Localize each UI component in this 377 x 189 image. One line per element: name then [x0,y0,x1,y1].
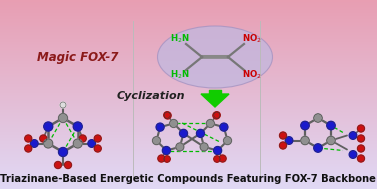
Circle shape [40,135,47,142]
Circle shape [224,137,231,145]
Circle shape [79,135,86,142]
Circle shape [73,139,82,148]
Circle shape [301,136,309,145]
Polygon shape [201,94,229,107]
Circle shape [88,140,95,147]
Circle shape [44,122,53,131]
Text: H$_2$N: H$_2$N [170,33,190,45]
Circle shape [327,121,335,130]
Circle shape [164,112,170,118]
Circle shape [179,129,187,137]
Circle shape [314,144,322,152]
Circle shape [357,145,365,152]
Circle shape [176,143,184,151]
Text: Cyclization: Cyclization [116,91,185,101]
Circle shape [156,123,164,131]
Circle shape [349,151,357,158]
Ellipse shape [158,26,273,88]
Circle shape [44,139,53,148]
Circle shape [60,102,66,108]
Circle shape [214,156,220,162]
Text: Magic FOX-7: Magic FOX-7 [37,50,119,64]
Text: H$_2$N: H$_2$N [170,69,190,81]
Circle shape [58,147,67,156]
Circle shape [214,146,222,155]
Circle shape [219,155,226,162]
Circle shape [327,136,335,145]
Circle shape [170,119,178,127]
Circle shape [213,112,220,119]
Circle shape [64,161,72,169]
Circle shape [301,121,309,130]
Circle shape [162,146,170,155]
Circle shape [357,135,365,142]
Circle shape [31,140,38,147]
Circle shape [164,156,170,162]
Circle shape [285,137,293,144]
Circle shape [357,125,365,132]
Circle shape [152,137,161,145]
Circle shape [279,132,287,139]
Text: NO$_2$: NO$_2$ [242,69,262,81]
Circle shape [214,112,220,118]
Circle shape [164,112,171,119]
Circle shape [206,119,215,127]
Circle shape [94,135,101,142]
Circle shape [220,123,228,131]
Circle shape [55,161,61,169]
Circle shape [73,122,82,131]
Circle shape [158,155,165,162]
Circle shape [357,155,365,162]
Circle shape [196,129,204,137]
Circle shape [25,145,32,152]
Circle shape [314,114,322,122]
Text: NO$_2$: NO$_2$ [242,33,262,45]
Text: Triazinane-Based Energetic Compounds Featuring FOX-7 Backbone: Triazinane-Based Energetic Compounds Fea… [0,174,376,184]
Circle shape [279,142,287,149]
Circle shape [200,143,208,151]
Circle shape [349,132,357,139]
Circle shape [58,114,67,122]
Circle shape [25,135,32,142]
Circle shape [94,145,101,152]
